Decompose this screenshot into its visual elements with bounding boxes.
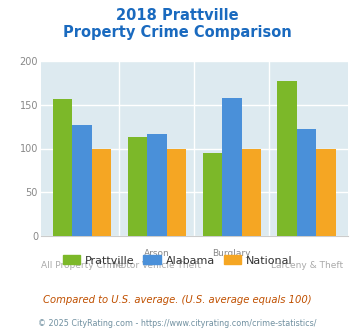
Text: Property Crime Comparison: Property Crime Comparison (63, 25, 292, 40)
Bar (72, 125, 92, 236)
Legend: Prattville, Alabama, National: Prattville, Alabama, National (58, 251, 297, 270)
Text: Burglary: Burglary (213, 249, 251, 258)
Bar (166, 148, 186, 236)
Text: Compared to U.S. average. (U.S. average equals 100): Compared to U.S. average. (U.S. average … (43, 295, 312, 305)
Bar (278, 81, 297, 236)
Text: Arson: Arson (144, 249, 170, 258)
Bar (147, 134, 166, 236)
Bar (222, 98, 241, 236)
Bar (128, 137, 147, 236)
Text: © 2025 CityRating.com - https://www.cityrating.com/crime-statistics/: © 2025 CityRating.com - https://www.city… (38, 319, 317, 328)
Bar (53, 99, 72, 236)
Text: Motor Vehicle Theft: Motor Vehicle Theft (113, 261, 201, 270)
Bar (203, 153, 222, 236)
Text: 2018 Prattville: 2018 Prattville (116, 8, 239, 23)
Bar (92, 148, 111, 236)
Text: Larceny & Theft: Larceny & Theft (271, 261, 343, 270)
Bar (241, 148, 261, 236)
Bar (297, 129, 316, 236)
Bar (316, 148, 336, 236)
Text: All Property Crime: All Property Crime (41, 261, 123, 270)
